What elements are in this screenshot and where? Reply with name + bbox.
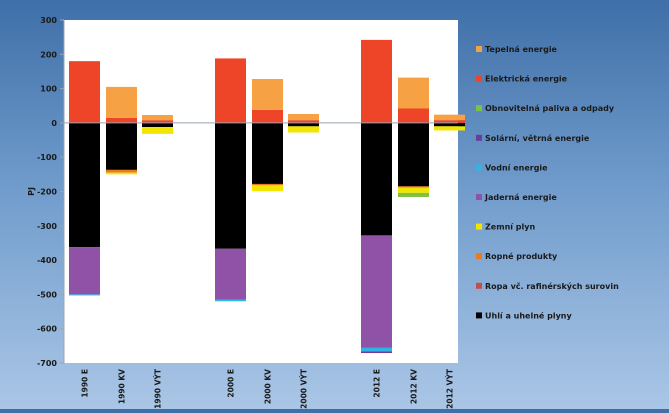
bar-segment — [398, 77, 429, 109]
plot-background — [64, 20, 458, 363]
legend-swatch — [476, 312, 482, 319]
bar-segment — [361, 235, 392, 348]
bar-segment — [252, 109, 283, 123]
bar-segment — [361, 39, 392, 123]
x-tick-label: 2012 VÝT — [446, 368, 455, 409]
bar-segment — [106, 117, 137, 123]
legend-swatch — [476, 75, 482, 82]
legend: Tepelná energie Elektrická energie Obnovit… — [476, 45, 619, 320]
bar-segment — [398, 108, 429, 123]
bar-segment — [215, 122, 246, 249]
y-tick-label: 300 — [40, 16, 57, 25]
y-tick-label: -100 — [37, 153, 57, 162]
legend-swatch — [476, 223, 482, 230]
bar-segment — [215, 299, 246, 302]
bar-segment — [361, 351, 392, 354]
bar-segment — [252, 122, 283, 184]
y-tick-label: 0 — [51, 119, 57, 128]
legend-swatch — [476, 134, 482, 141]
bar-segment — [69, 294, 100, 296]
bar-segment — [215, 58, 246, 123]
x-tick-label: 1990 KV — [118, 369, 127, 404]
legend-swatch — [476, 105, 482, 112]
bar-segment — [252, 78, 283, 110]
legend-label: Obnovitelná paliva a odpady — [485, 104, 615, 113]
bar-segment — [434, 114, 465, 121]
bar-segment — [398, 187, 429, 193]
legend-label: Uhlí a uhelné plyny — [485, 310, 572, 320]
x-tick-label: 2000 E — [227, 369, 236, 398]
x-tick-label: 2000 VÝT — [300, 368, 309, 409]
y-tick-label: -300 — [37, 222, 57, 231]
y-tick-label: 100 — [40, 85, 57, 94]
y-axis-label: PJ — [27, 187, 36, 196]
bar-segment — [398, 186, 429, 188]
x-tick-label: 1990 E — [81, 369, 90, 398]
bar-segment — [142, 127, 173, 134]
bar-segment — [142, 122, 173, 128]
bar-segment — [288, 122, 319, 127]
bar-segment — [106, 172, 137, 175]
bar-segment — [252, 185, 283, 192]
legend-swatch — [476, 282, 482, 289]
x-tick-label: 2012 E — [373, 369, 382, 398]
legend-label: Elektrická energie — [485, 75, 568, 84]
legend-swatch — [476, 253, 482, 260]
bar-segment — [398, 192, 429, 197]
legend-label: Solární, větrná energie — [485, 133, 590, 143]
bar-segment — [434, 122, 465, 127]
bar-segment — [69, 61, 100, 123]
bar-segment — [69, 247, 100, 295]
x-tick-label: 2000 KV — [264, 369, 273, 404]
bar-segment — [434, 126, 465, 131]
axes-group: 300 200 100 0 -100 -200 -300 -400 -500 -600 -700 PJ… — [27, 16, 458, 409]
bar-segment — [252, 183, 283, 186]
bar-segment — [106, 122, 137, 170]
legend-label: Vodní energie — [485, 163, 548, 172]
bar-segment — [215, 248, 246, 300]
y-tick-label: 200 — [40, 50, 57, 59]
legend-swatch — [476, 46, 482, 52]
bar-segment — [69, 122, 100, 248]
legend-label: Zemní plyn — [485, 223, 535, 232]
legend-label: Ropné produkty — [485, 251, 558, 261]
bar-segment — [361, 122, 392, 236]
bar-segment — [288, 120, 319, 123]
bar-segment — [106, 86, 137, 118]
y-tick-label: -500 — [37, 290, 57, 299]
bar-segment — [434, 120, 465, 123]
bars-group — [69, 39, 465, 354]
legend-swatch — [476, 194, 482, 200]
bar-segment — [361, 347, 392, 352]
bar-segment — [398, 122, 429, 187]
x-tick-label: 1990 VÝT — [154, 368, 163, 409]
y-tick-label: -200 — [37, 188, 57, 197]
x-tick-label: 2012 KV — [410, 369, 419, 404]
bar-segment — [142, 115, 173, 121]
bar-segment — [288, 126, 319, 133]
bar-segment — [288, 113, 319, 121]
y-tick-label: -400 — [37, 256, 57, 265]
y-tick-label: -600 — [37, 325, 57, 334]
legend-swatch — [476, 164, 482, 171]
bar-segment — [142, 120, 173, 123]
plot-area — [64, 20, 458, 363]
legend-label: Jaderná energie — [484, 193, 557, 202]
legend-label: Tepelná energie — [485, 45, 558, 54]
legend-label: Ropa vč. rafinérských surovin — [485, 281, 619, 291]
bar-segment — [106, 169, 137, 173]
y-tick-label: -700 — [37, 359, 57, 368]
